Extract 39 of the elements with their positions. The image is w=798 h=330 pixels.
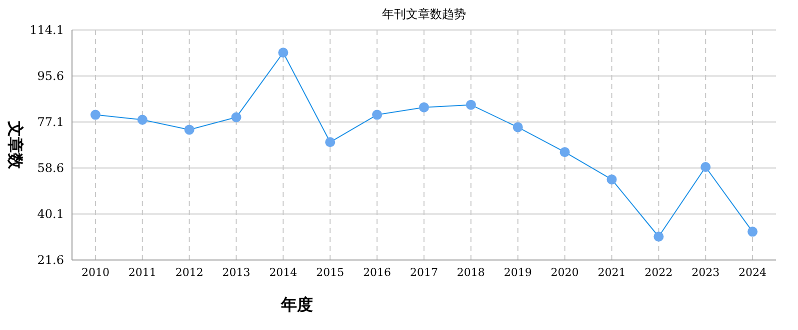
point [278,48,288,58]
y-tick-label: 21.6 [37,253,64,267]
x-tick-label: 2018 [456,266,485,279]
point [606,174,617,184]
chart-title: 年刊文章数趋势 [382,7,466,21]
x-tick-label: 2011 [128,266,156,279]
x-tick-label: 2023 [692,266,720,279]
x-tick-label: 2017 [410,266,438,279]
point [560,147,570,158]
x-tick-label: 2019 [504,266,532,279]
point [654,232,664,242]
point [231,112,242,122]
x-axis-title: 年度 [280,295,313,314]
point [325,137,336,148]
x-tick-label: 2021 [598,266,626,279]
y-tick-label: 114.1 [30,23,64,37]
point [700,162,711,172]
x-tick-label: 2022 [644,266,673,279]
y-axis-title: 文章数 [6,120,25,170]
x-tick-label: 2020 [550,266,579,279]
point [512,122,523,132]
point [419,102,429,112]
x-tick-label: 2024 [738,266,767,279]
y-tick-label: 40.1 [37,207,64,221]
point [466,100,476,110]
point [90,110,100,120]
point [137,114,148,125]
y-tick-label: 77.1 [37,115,64,129]
point [748,226,758,237]
x-tick-label: 2014 [269,266,298,279]
point [372,110,382,120]
y-tick-label: 58.6 [37,161,64,175]
x-tick-label: 2016 [363,266,392,279]
point [184,124,194,135]
y-tick-label: 95.6 [37,69,64,83]
x-tick-label: 2015 [316,266,344,279]
x-tick-label: 2013 [222,266,250,279]
x-tick-label: 2010 [81,266,110,279]
x-tick-label: 2012 [175,266,204,279]
